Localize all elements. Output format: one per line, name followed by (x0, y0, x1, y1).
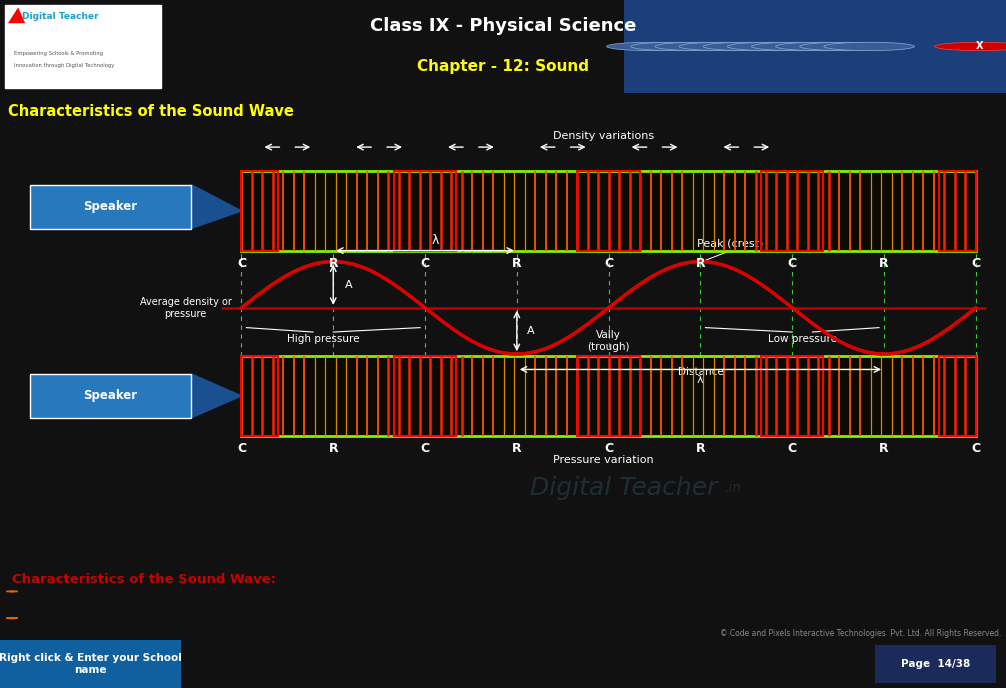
Text: λ: λ (697, 375, 704, 385)
Text: Empowering Schools & Promoting: Empowering Schools & Promoting (14, 52, 104, 56)
Polygon shape (191, 184, 241, 228)
Text: Page  14/38: Page 14/38 (901, 659, 970, 669)
Bar (939, 356, 976, 436)
Text: C: C (421, 257, 430, 270)
Text: C: C (788, 257, 797, 270)
Text: Average density or
pressure: Average density or pressure (140, 297, 231, 319)
Bar (875, 645, 996, 683)
Text: Speaker: Speaker (83, 200, 138, 213)
Circle shape (800, 42, 890, 51)
Text: Digital Teacher: Digital Teacher (22, 12, 99, 21)
Text: X: X (976, 41, 984, 52)
Circle shape (655, 42, 745, 51)
Polygon shape (6, 591, 18, 592)
Text: R: R (328, 257, 338, 270)
Text: Characteristics of the Sound Wave: Characteristics of the Sound Wave (8, 105, 294, 119)
Text: Distance: Distance (678, 367, 723, 377)
Circle shape (727, 42, 818, 51)
Circle shape (824, 42, 914, 51)
Text: C: C (604, 442, 614, 455)
Bar (624, 0, 1006, 93)
Circle shape (679, 42, 770, 51)
Text: A: A (345, 280, 353, 290)
Bar (761, 356, 824, 436)
Text: R: R (512, 257, 522, 270)
Text: R: R (879, 257, 889, 270)
Circle shape (631, 42, 721, 51)
Bar (577, 356, 640, 436)
Text: Density variations: Density variations (553, 131, 654, 141)
Bar (241, 171, 976, 250)
Bar (5, 5, 161, 88)
Circle shape (776, 42, 866, 51)
Text: Chapter - 12: Sound: Chapter - 12: Sound (417, 59, 589, 74)
Text: R: R (695, 257, 705, 270)
Text: R: R (695, 442, 705, 455)
Text: C: C (421, 442, 430, 455)
Text: Low pressure: Low pressure (768, 334, 837, 343)
Text: Right click & Enter your School
name: Right click & Enter your School name (0, 653, 182, 675)
Bar (30, 184, 191, 228)
Bar (0, 640, 181, 688)
Bar (241, 171, 278, 250)
Bar (761, 171, 824, 250)
Text: A: A (527, 326, 534, 336)
Text: C: C (604, 257, 614, 270)
Bar (939, 171, 976, 250)
Text: Pressure variation: Pressure variation (553, 455, 654, 464)
Polygon shape (191, 374, 241, 418)
Text: Peak (crest): Peak (crest) (697, 239, 764, 249)
Text: R: R (879, 442, 889, 455)
Text: High pressure: High pressure (287, 334, 359, 343)
Text: R: R (512, 442, 522, 455)
Polygon shape (8, 8, 25, 23)
Text: C: C (236, 442, 246, 455)
Text: Characteristics of the Sound Wave:: Characteristics of the Sound Wave: (12, 573, 277, 586)
Polygon shape (6, 618, 18, 619)
Text: λ: λ (432, 234, 439, 247)
Text: Speaker: Speaker (83, 389, 138, 402)
Text: C: C (971, 257, 981, 270)
Bar (577, 171, 640, 250)
Bar (241, 356, 278, 436)
Circle shape (607, 42, 697, 51)
Circle shape (703, 42, 794, 51)
Text: Rarefactions are the regions of low pressure where particles are spread apart an: Rarefactions are the regions of low pres… (22, 614, 848, 624)
Text: .in: .in (724, 482, 741, 495)
Text: The peak represents the region of maximum compression. Thus, compressions are re: The peak represents the region of maximu… (22, 587, 748, 597)
Text: Vally
(trough): Vally (trough) (588, 330, 630, 352)
Bar (30, 374, 191, 418)
Text: C: C (236, 257, 246, 270)
Text: Digital Teacher: Digital Teacher (530, 476, 717, 500)
Circle shape (751, 42, 842, 51)
Text: Class IX - Physical Science: Class IX - Physical Science (370, 17, 636, 35)
Text: R: R (328, 442, 338, 455)
Text: C: C (788, 442, 797, 455)
Bar (241, 356, 976, 436)
Bar (393, 356, 457, 436)
Bar (393, 171, 457, 250)
Text: C: C (971, 442, 981, 455)
Text: © Code and Pixels Interactive Technologies  Pvt. Ltd. All Rights Reserved.: © Code and Pixels Interactive Technologi… (719, 630, 1001, 638)
Circle shape (935, 42, 1006, 51)
Text: Innovation through Digital Technology: Innovation through Digital Technology (14, 63, 115, 67)
